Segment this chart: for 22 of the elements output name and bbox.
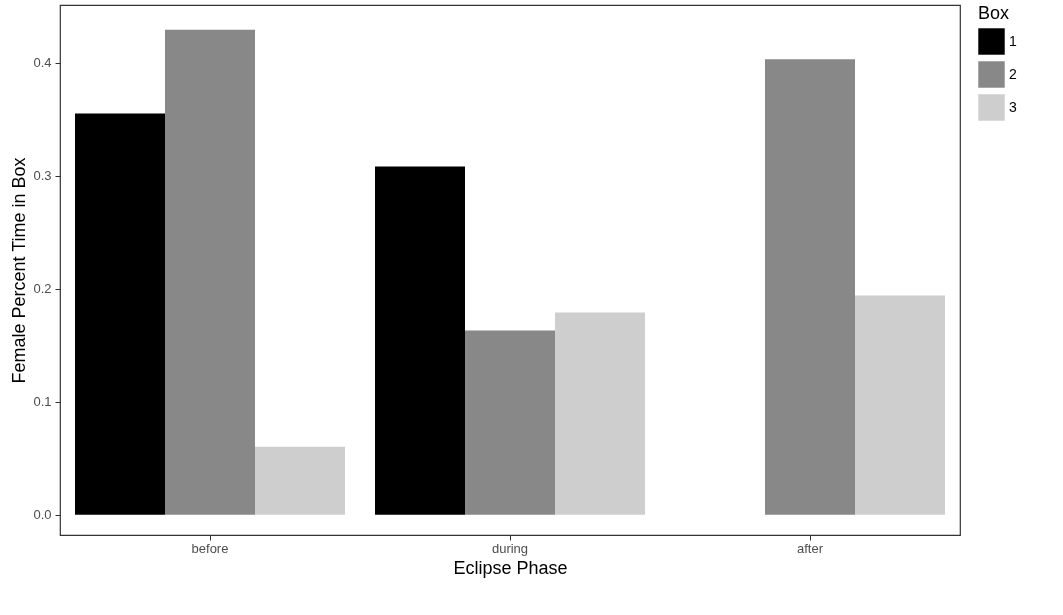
x-tick-label: during: [491, 540, 529, 556]
y-tick-label: 0.0: [33, 507, 52, 523]
legend-title: Box: [978, 3, 1010, 23]
bar: [75, 113, 165, 515]
y-tick-label: 0.4: [33, 55, 52, 71]
y-tick-label: 0.2: [33, 281, 52, 297]
legend-label: 3: [1009, 98, 1017, 115]
bar: [465, 330, 555, 515]
bar: [375, 166, 465, 515]
y-tick-label: 0.1: [33, 394, 52, 410]
legend-label: 2: [1009, 65, 1017, 82]
x-tick-label: after: [796, 540, 824, 556]
x-axis-title: Eclipse Phase: [453, 557, 568, 578]
bar: [765, 59, 855, 515]
bar: [255, 446, 345, 515]
y-tick-label: 0.3: [33, 168, 52, 184]
y-axis-title: Female Percent Time in Box: [9, 157, 30, 384]
x-tick-label: before: [191, 540, 229, 556]
bar: [165, 29, 255, 515]
legend-label: 1: [1009, 32, 1017, 49]
bar: [555, 312, 645, 515]
bar: [855, 295, 945, 515]
